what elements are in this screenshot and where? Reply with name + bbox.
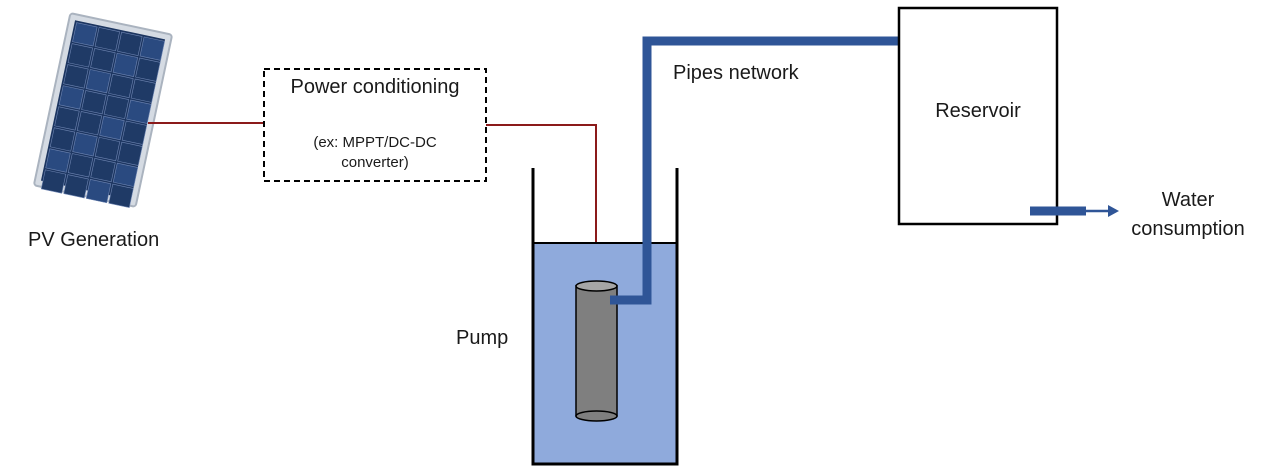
pv-cell (117, 141, 143, 166)
pv-cell (81, 90, 107, 115)
pv-cell (49, 127, 76, 152)
pv-cell (90, 157, 116, 183)
pump-bottom (575, 410, 618, 422)
pv-cell (108, 183, 134, 208)
power-conditioning-note-line2: converter) (341, 154, 409, 171)
conditioner-to-pump-wire (486, 124, 597, 284)
pv-cell (63, 174, 89, 199)
pv-cell (90, 48, 116, 73)
pv-cell (135, 57, 161, 82)
pv-cell (85, 179, 112, 204)
pv-cell (108, 73, 134, 99)
pv-cell (67, 153, 94, 178)
pv-cell (99, 115, 125, 141)
pv-cell (85, 69, 112, 94)
pv-cell (139, 36, 165, 61)
reservoir-box (897, 6, 1059, 226)
pv-cell (63, 64, 89, 89)
pv-cell (76, 111, 103, 136)
pv-cell (72, 132, 98, 157)
pv-generation-label: PV Generation (28, 229, 160, 251)
pv-cell (94, 136, 121, 162)
pv-cell (126, 99, 152, 124)
pv-cell (45, 148, 71, 173)
pipes-network-pipe (610, 36, 899, 305)
pv-panel-cells (40, 22, 165, 208)
pv-cell (67, 43, 94, 68)
power-conditioning-box (263, 68, 487, 182)
pv-cell (72, 22, 98, 47)
water-consumption-label-line1: Water (1161, 189, 1215, 211)
pv-cell (94, 27, 120, 52)
pump-body (575, 285, 618, 417)
pv-cell (58, 85, 85, 110)
pv-cell (54, 106, 80, 131)
pump-icon (575, 280, 618, 422)
tank-walls (531, 168, 679, 466)
pv-cell (117, 31, 143, 56)
power-conditioning-note-line1: (ex: MPPT/DC-DC (313, 134, 437, 151)
outflow-arrow-head (1108, 205, 1119, 217)
pv-cell (40, 169, 67, 194)
water-consumption-label-line2: consumption (1131, 218, 1245, 240)
pv-panel-icon (33, 12, 173, 208)
pv-cell (103, 94, 130, 120)
power-conditioning-label: Power conditioning (290, 76, 460, 98)
reservoir-label: Reservoir (935, 100, 1021, 122)
pump-label: Pump (456, 327, 509, 349)
pv-cell (121, 120, 148, 145)
pump-top (575, 280, 618, 292)
pipes-network-label: Pipes network (673, 62, 799, 84)
pv-cell (112, 162, 139, 187)
pv-cell (112, 52, 139, 77)
pv-cell (130, 78, 157, 103)
